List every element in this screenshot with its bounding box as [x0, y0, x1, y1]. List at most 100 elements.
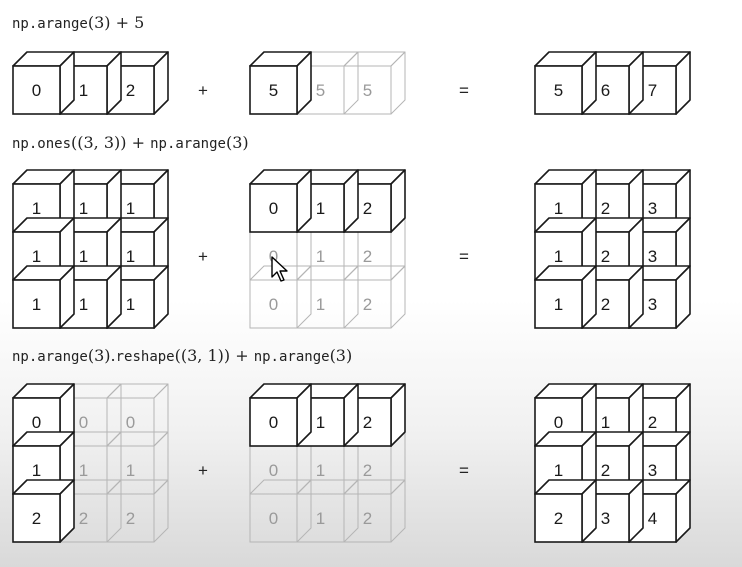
cell-side-face	[343, 51, 359, 115]
expression-part: ((3, 3)) +	[71, 133, 151, 152]
cell-value: 1	[554, 199, 563, 218]
cell-value: 1	[316, 247, 325, 266]
cell-value: 2	[648, 413, 657, 432]
cell-value: 3	[648, 199, 657, 218]
array-cell: 2	[534, 479, 597, 543]
cell-top-face	[343, 479, 406, 495]
cell-value: 4	[648, 509, 657, 528]
array-cell: 0	[249, 169, 312, 233]
right-array: 2 1 0 2 1 0 2 1 0	[249, 383, 406, 543]
cell-value: 5	[554, 81, 563, 100]
expression-label-3: np.arange(3).reshape((3, 1)) + np.arange…	[12, 346, 352, 365]
cell-top-face	[296, 479, 359, 495]
cell-top-face	[343, 265, 406, 281]
array-cell: 1	[534, 265, 597, 329]
cell-value: 7	[648, 81, 657, 100]
cell-front-face	[534, 493, 583, 543]
cell-value: 2	[32, 509, 41, 528]
cell-front-face	[249, 397, 298, 447]
expression-part: reshape	[115, 349, 175, 365]
expression-part: (3)	[329, 346, 353, 365]
expression-label-2: np.ones((3, 3)) + np.arange(3)	[12, 133, 249, 152]
cell-value: 5	[269, 81, 278, 100]
right-array: 5 5 5	[249, 51, 406, 115]
cell-side-face	[343, 265, 359, 329]
cell-top-face	[249, 479, 312, 495]
cell-value: 1	[126, 295, 135, 314]
cell-top-face	[296, 265, 359, 281]
cell-top-face	[343, 51, 406, 67]
cell-front-face	[249, 279, 298, 329]
result-array: 2 1 0 3 2 1 4 3 2	[534, 383, 691, 543]
cell-value: 0	[554, 413, 563, 432]
cell-value: 0	[32, 413, 41, 432]
cell-value: 1	[601, 413, 610, 432]
cell-side-face	[296, 265, 312, 329]
cell-value: 1	[79, 81, 88, 100]
cell-value: 3	[601, 509, 610, 528]
equals-operator: =	[459, 247, 469, 266]
cell-value: 6	[601, 81, 610, 100]
expression-part: np.arange	[12, 349, 88, 365]
cell-value: 1	[32, 199, 41, 218]
plus-operator: +	[198, 81, 208, 100]
cell-value: 0	[269, 461, 278, 480]
array-cell: 0	[249, 383, 312, 447]
cell-value: 2	[554, 509, 563, 528]
expression-part: np.arange	[12, 16, 88, 32]
cell-value: 0	[32, 81, 41, 100]
expression-part: np.arange	[253, 349, 330, 365]
cell-top-face	[106, 479, 169, 495]
cell-value: 0	[269, 413, 278, 432]
array-cell: 1	[12, 265, 75, 329]
array-cell: 1	[59, 265, 122, 329]
cell-value: 2	[601, 247, 610, 266]
cell-value: 0	[79, 413, 88, 432]
result-array: 7 6 5	[534, 51, 691, 115]
plus-operator: +	[198, 247, 208, 266]
broadcast-ghost-cell: 2	[343, 479, 406, 543]
cell-front-face	[249, 183, 298, 233]
cell-value: 1	[316, 199, 325, 218]
cell-value: 2	[363, 461, 372, 480]
expression-part: (3) + 5	[87, 13, 145, 32]
cell-value: 0	[269, 247, 278, 266]
cell-value: 1	[126, 199, 135, 218]
cell-side-face	[153, 431, 169, 495]
equals-operator: =	[459, 81, 469, 100]
cell-value: 1	[79, 199, 88, 218]
cell-value: 2	[363, 509, 372, 528]
cell-value: 0	[269, 509, 278, 528]
cell-front-face	[12, 65, 61, 115]
result-array: 3 2 1 3 2 1 3 2 1	[534, 169, 691, 329]
cell-value: 1	[316, 295, 325, 314]
cell-value: 1	[79, 295, 88, 314]
cell-side-face	[296, 479, 312, 543]
cell-value: 2	[126, 81, 135, 100]
cell-value: 2	[601, 461, 610, 480]
cell-top-face	[106, 431, 169, 447]
cell-value: 1	[126, 247, 135, 266]
cell-side-face	[106, 479, 122, 543]
cell-side-face	[343, 479, 359, 543]
array-cell: 0	[12, 51, 75, 115]
right-array: 2 1 0 2 1 0 2 1 0	[249, 169, 406, 329]
cell-side-face	[390, 51, 406, 115]
cell-value: 1	[126, 461, 135, 480]
cell-front-face	[534, 65, 583, 115]
cell-value: 1	[32, 461, 41, 480]
cell-value: 3	[648, 295, 657, 314]
left-array: 2 1 0	[12, 51, 169, 115]
cell-value: 2	[363, 199, 372, 218]
cell-value: 0	[269, 199, 278, 218]
cell-value: 1	[316, 509, 325, 528]
left-array: 1 1 1 1 1 1 1 1 1	[12, 169, 169, 329]
cell-value: 3	[648, 247, 657, 266]
cell-value: 2	[79, 509, 88, 528]
cell-value: 1	[79, 247, 88, 266]
cell-side-face	[390, 479, 406, 543]
cell-value: 5	[363, 81, 372, 100]
cell-value: 1	[554, 295, 563, 314]
left-array: 0 0 1 1 2 2 0 1 2	[12, 383, 169, 543]
